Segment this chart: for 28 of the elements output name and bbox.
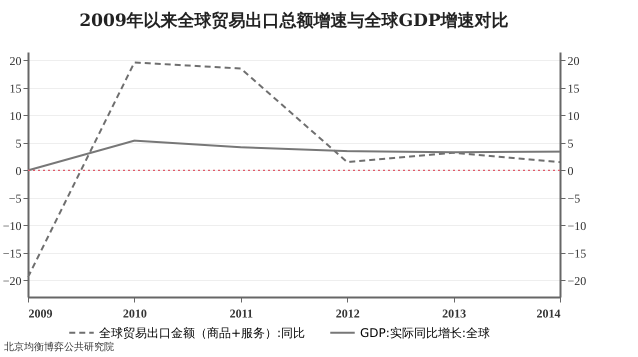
chart-title: 2009年以来全球贸易出口总额增速与全球GDP增速对比 xyxy=(79,11,509,31)
y-tick-label: 20 xyxy=(10,54,22,68)
y2-tick-label: −15 xyxy=(568,246,586,260)
y2-tick-label: −10 xyxy=(568,218,586,233)
x-tick-label: 2013 xyxy=(442,306,466,320)
y2-tick-label: −5 xyxy=(568,191,580,206)
y-tick-label: 10 xyxy=(10,108,22,123)
x-tick-label: 2009 xyxy=(28,306,52,320)
y-tick-label: −15 xyxy=(2,246,22,260)
x-tick-label: 2010 xyxy=(122,306,147,320)
x-tick-label: 2014 xyxy=(536,306,560,320)
legend-label: GDP:实际同比增长:全球 xyxy=(360,326,490,340)
y-tick-label: −5 xyxy=(8,191,22,206)
y2-tick-label: 0 xyxy=(568,164,574,178)
x-tick-label: 2011 xyxy=(230,306,253,320)
y2-tick-label: 10 xyxy=(568,108,580,123)
y-tick-label: 15 xyxy=(10,81,22,96)
y2-tick-label: −20 xyxy=(568,274,586,288)
y2-tick-label: 15 xyxy=(568,81,580,96)
text: 北京均衡博弈公共研究院 xyxy=(4,340,114,354)
y-tick-label: 0 xyxy=(16,164,22,178)
y2-tick-label: 20 xyxy=(568,54,580,68)
y2-tick-label: 5 xyxy=(568,136,574,150)
legend-label: 全球贸易出口金额（商品+服务）:同比 xyxy=(99,326,306,340)
y-tick-label: 5 xyxy=(16,136,22,150)
y-tick-label: −20 xyxy=(2,274,22,288)
x-tick-label: 2012 xyxy=(336,306,360,320)
y-tick-label: −10 xyxy=(2,218,22,233)
